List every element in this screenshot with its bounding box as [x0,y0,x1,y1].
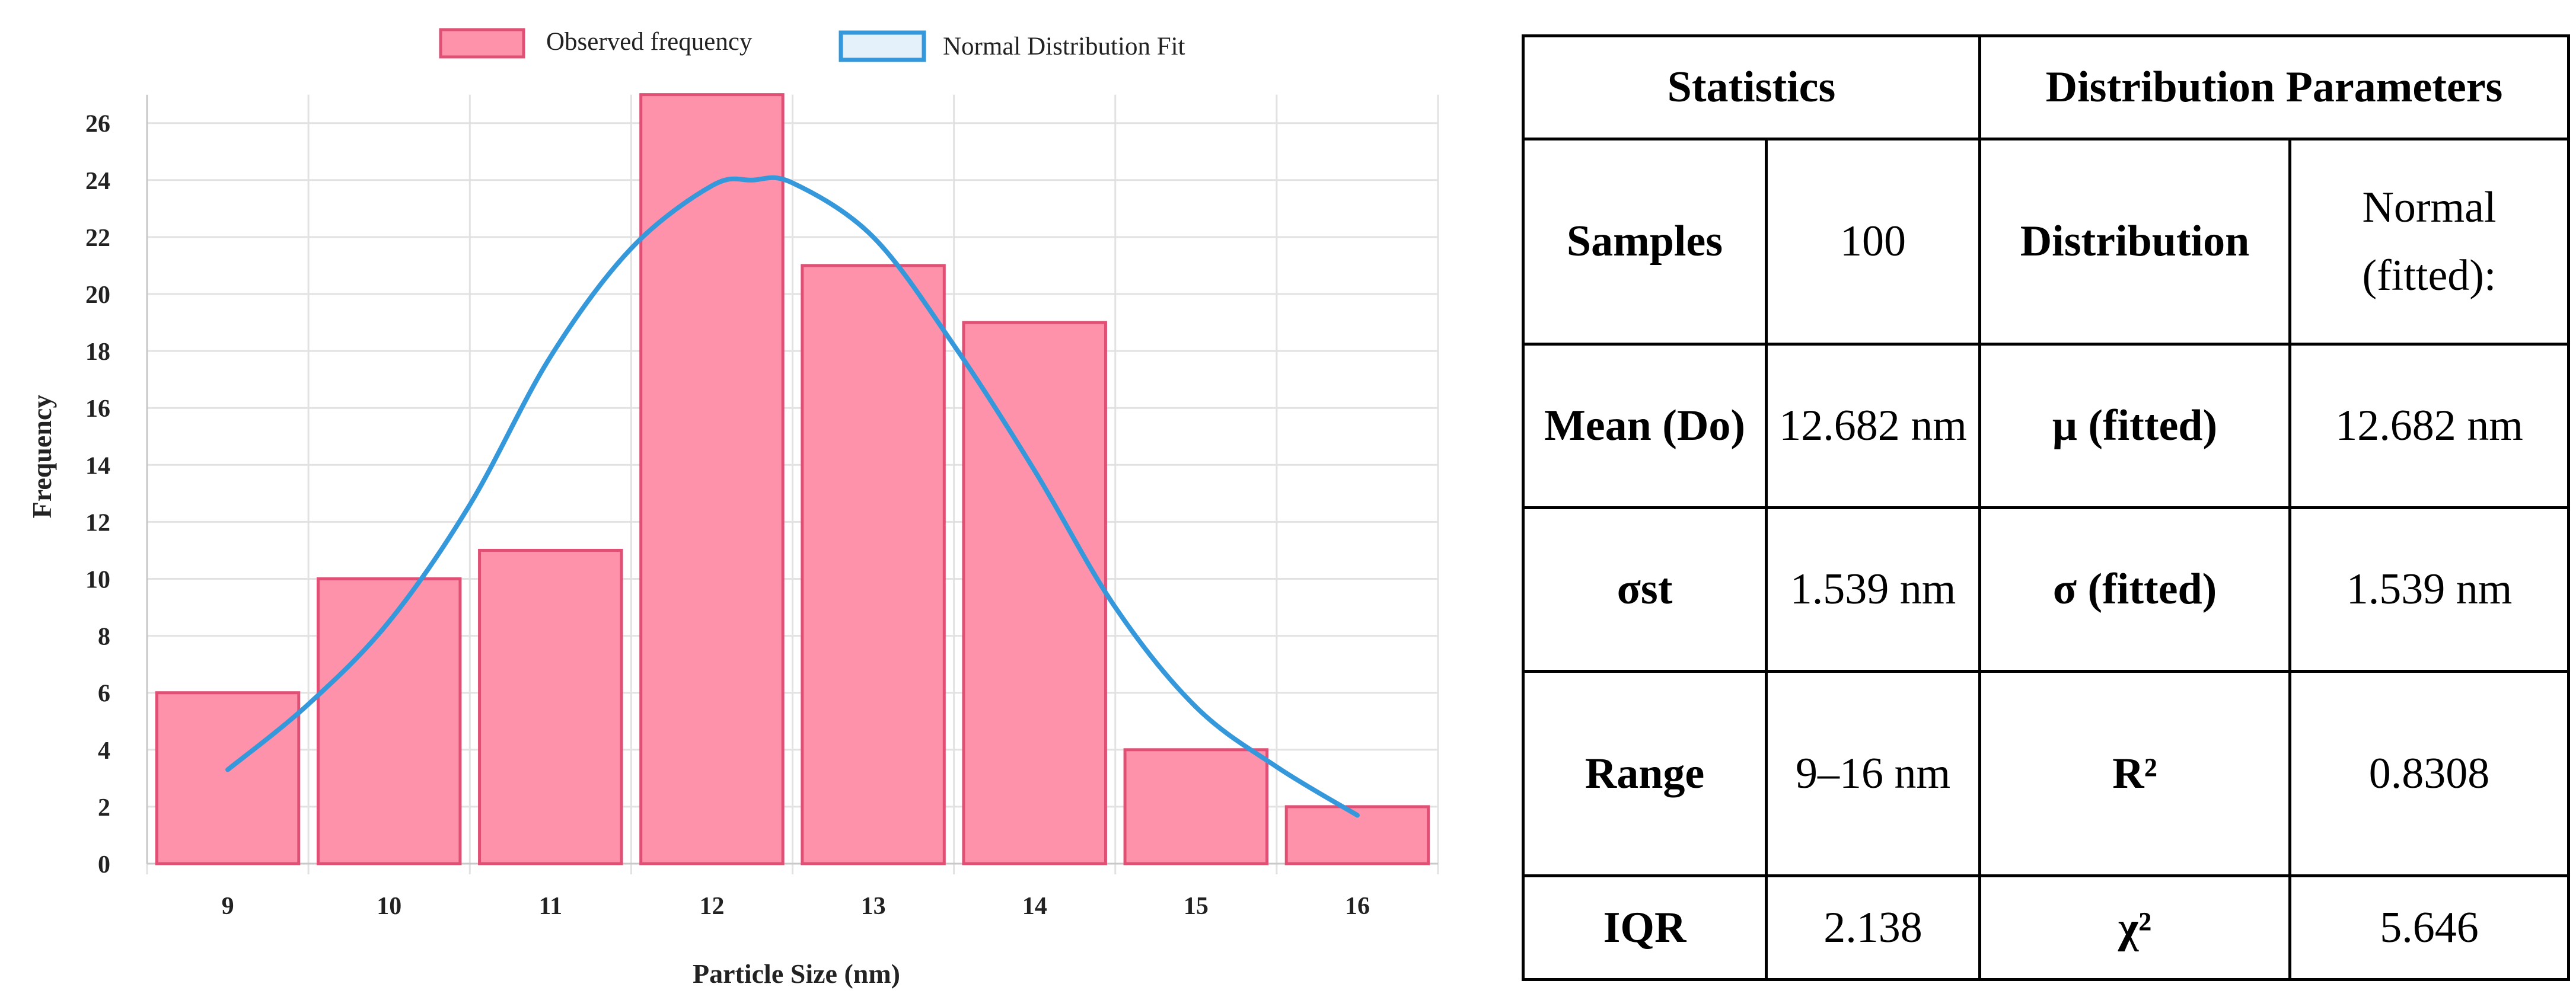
row-samples-label: Samples [1522,138,1768,346]
legend-swatch-observed [439,28,525,59]
row-sigma-fitted-value: 1.539 nm [2288,506,2570,673]
x-axis-label: Particle Size (nm) [693,959,900,989]
y-tick-label-6: 12 [85,509,110,536]
y-tick-label-11: 22 [85,225,110,252]
y-tick-label-12: 24 [85,168,110,195]
row-mean-label: Mean (Do) [1522,343,1768,509]
x-tick-label-12: 12 [699,893,724,920]
bar-13 [801,264,946,865]
x-tick-label-11: 11 [538,893,562,920]
fit-line-group [225,175,1360,818]
x-tick-label-16: 16 [1345,893,1370,920]
y-tick-label-1: 2 [98,794,110,822]
statistics-table: Statistics Distribution Parameters Sampl… [1522,34,2570,981]
y-tick-label-3: 6 [98,680,110,708]
row-mu-value: 12.682 nm [2288,343,2570,509]
bar-9 [155,691,301,865]
row-sigma-fitted-label: σ (fitted) [1978,506,2291,673]
x-tick-label-13: 13 [861,893,886,920]
y-tick-label-7: 14 [85,452,110,480]
row-chi-squared-label: χ² [1978,874,2291,981]
legend: Observed frequency Normal Distribution F… [439,28,1185,62]
bar-14 [962,321,1107,865]
legend-label-observed: Observed frequency [546,28,753,56]
y-tick-label-5: 10 [85,567,110,594]
bar-12 [639,93,785,865]
row-distribution-label: Distribution [1978,138,2291,346]
row-mu-label: μ (fitted) [1978,343,2291,509]
y-tick-label-8: 16 [85,395,110,423]
y-tick-label-2: 4 [98,737,110,765]
row-r-squared-label: R² [1978,670,2291,877]
y-tick-label-10: 20 [85,282,110,309]
row-samples-value: 100 [1765,138,1981,346]
y-tick-label-0: 0 [98,851,110,878]
legend-swatch-fit [839,30,926,62]
normal-fit-line [225,175,1360,818]
x-tick-label-15: 15 [1184,893,1209,920]
row-sigma-st-label: σst [1522,506,1768,673]
bar-10 [316,577,462,865]
y-axis-label: Frequency [27,395,57,519]
legend-label-fit: Normal Distribution Fit [943,33,1185,60]
row-range-label: Range [1522,670,1768,877]
row-iqr-value: 2.138 [1765,874,1981,981]
y-tick-label-4: 8 [98,624,110,651]
y-tick-label-13: 26 [85,111,110,138]
header-statistics: Statistics [1522,34,1981,140]
bar-15 [1123,748,1269,865]
x-tick-label-14: 14 [1022,893,1047,920]
x-tick-label-9: 9 [222,893,234,920]
row-distribution-value: Normal (fitted): [2288,138,2570,346]
x-tick-labels: 9 10 11 12 13 14 15 16 [222,893,1370,920]
y-tick-label-9: 18 [85,338,110,366]
header-distribution-parameters: Distribution Parameters [1978,34,2570,140]
row-chi-squared-value: 5.646 [2288,874,2570,981]
row-mean-value: 12.682 nm [1765,343,1981,509]
row-sigma-st-value: 1.539 nm [1765,506,1981,673]
row-r-squared-value: 0.8308 [2288,670,2570,877]
bar-11 [478,548,623,865]
row-range-value: 9–16 nm [1765,670,1981,877]
x-tick-label-10: 10 [377,893,401,920]
row-iqr-label: IQR [1522,874,1768,981]
bars [155,93,1430,865]
